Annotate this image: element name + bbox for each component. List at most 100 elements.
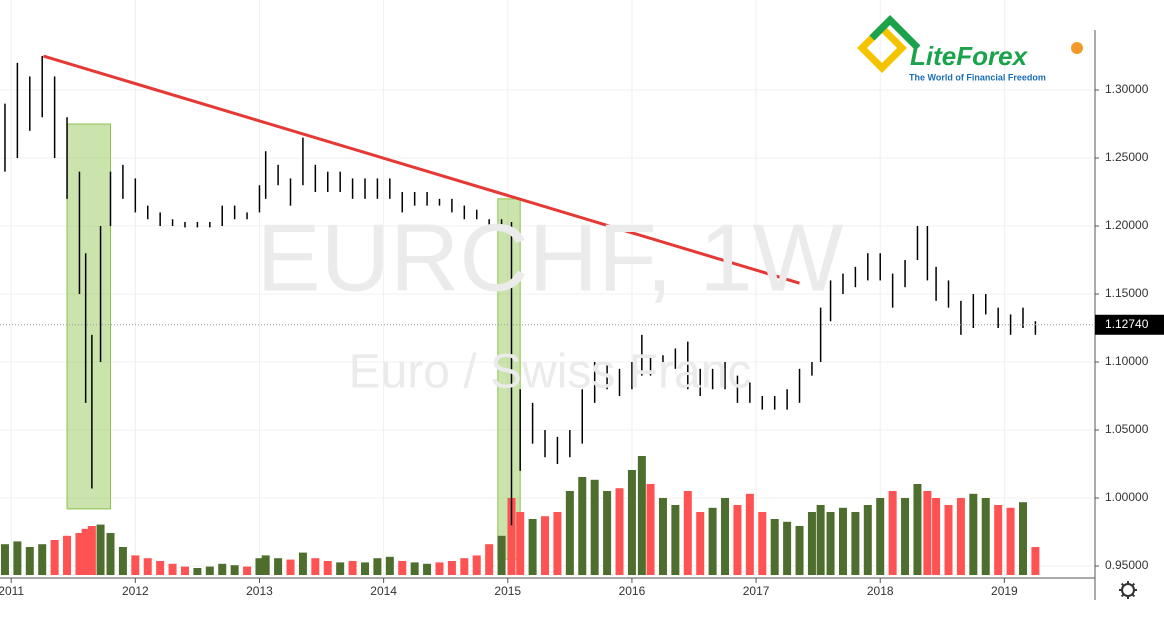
volume-bar: [863, 505, 872, 575]
volume-bar: [944, 505, 953, 575]
volume-bar: [981, 498, 990, 575]
logo-badge: [1071, 42, 1083, 54]
volume-bar: [447, 561, 456, 575]
volume-bar: [603, 491, 612, 575]
volume-bar: [696, 512, 705, 575]
volume-bar: [745, 493, 754, 575]
volume-bar: [615, 488, 624, 575]
settings-icon[interactable]: [1119, 581, 1137, 599]
volume-bar: [361, 562, 369, 575]
volume-bar: [25, 547, 34, 575]
volume-bar: [658, 498, 667, 575]
volume-bar: [932, 498, 941, 575]
volume-bar: [435, 562, 444, 575]
settings-icon[interactable]: [1121, 583, 1135, 597]
volume-bar: [106, 533, 115, 575]
volume-bar: [733, 505, 742, 575]
volume-bar: [38, 544, 47, 575]
volume-bar: [528, 519, 537, 575]
volume-bar: [826, 512, 835, 575]
volume-bar: [627, 470, 636, 575]
volume-bar: [1018, 502, 1027, 575]
volume-bar: [913, 484, 922, 575]
y-tick-label: 1.05000: [1105, 422, 1149, 436]
y-tick-label: 1.30000: [1105, 82, 1149, 96]
volume-bar: [286, 559, 295, 575]
volume-bar: [156, 561, 165, 575]
x-tick-label: 2014: [370, 584, 397, 598]
volume-bar: [81, 528, 90, 575]
x-tick-label: 2012: [122, 584, 149, 598]
volume-bar: [398, 561, 407, 575]
logo-mark: [857, 23, 907, 73]
volume-bar: [851, 512, 860, 575]
logo-mark: [869, 15, 921, 51]
volume-bar: [671, 505, 680, 575]
volume-bar: [131, 555, 140, 575]
volume-bar: [472, 555, 481, 575]
volume-bar: [816, 505, 825, 575]
volume-bar: [807, 512, 816, 575]
volume-bar: [96, 524, 105, 575]
x-tick-label: 2015: [494, 584, 521, 598]
volume-bar: [553, 512, 562, 575]
volume-bar: [637, 456, 646, 575]
watermark-subtitle: Euro / Swiss Franc: [349, 346, 752, 399]
volume-bar: [1031, 547, 1040, 575]
volume-bar: [336, 562, 345, 575]
volume-bar: [590, 479, 599, 575]
settings-icon[interactable]: [1119, 581, 1137, 599]
volume-bar: [721, 498, 730, 575]
volume-bar: [205, 566, 214, 575]
volume-bar: [274, 558, 283, 575]
volume-bar: [218, 563, 227, 575]
volume-bar: [507, 498, 516, 575]
volume-bar: [876, 498, 885, 575]
volume-bar: [423, 563, 432, 575]
y-tick-label: 0.95000: [1105, 558, 1149, 572]
x-tick-label: 2013: [246, 584, 273, 598]
volume-bar: [758, 512, 767, 575]
volume-bar: [795, 526, 804, 575]
volume-bar: [385, 556, 394, 575]
y-tick-label: 1.10000: [1105, 354, 1149, 368]
volume-bar: [901, 498, 910, 575]
volume-bar: [255, 558, 264, 575]
volume-bar: [460, 558, 469, 575]
y-tick-label: 1.15000: [1105, 286, 1149, 300]
volume-bar: [923, 491, 932, 575]
volume-bar: [87, 526, 96, 575]
volume-bar: [243, 566, 252, 575]
watermark-title: EURCHF, 1W: [257, 204, 844, 311]
volume-bar: [0, 544, 9, 575]
x-tick-label: 2016: [619, 584, 646, 598]
volume-bar: [193, 568, 202, 575]
volume-bar: [708, 507, 717, 575]
volume-bar: [783, 521, 792, 575]
volume-bar: [888, 491, 897, 575]
volume-bar: [969, 493, 978, 575]
volume-bar: [683, 491, 692, 575]
highlight-zone: [66, 123, 111, 510]
volume-bar: [485, 544, 494, 575]
volume-bar: [541, 516, 550, 575]
last-price-box: [1095, 314, 1164, 335]
volume-bar: [497, 535, 506, 575]
y-tick-label: 1.20000: [1105, 218, 1149, 232]
plot: [0, 0, 1095, 575]
volume-bar: [261, 555, 270, 575]
x-tick-label: 2017: [743, 584, 770, 598]
y-tick-label: 1.00000: [1105, 490, 1149, 504]
volume-bar: [578, 477, 587, 575]
volume-bar: [118, 547, 127, 575]
logo: LiteForex The World of Financial Freedom: [857, 15, 1083, 82]
volume-bar: [565, 491, 574, 575]
volume-bar: [230, 565, 239, 575]
volume-bar: [516, 512, 525, 575]
volume-bar: [13, 541, 22, 575]
volume-bar: [994, 505, 1003, 575]
volume-bar: [63, 535, 72, 575]
volume-bar: [646, 484, 655, 575]
x-tick-label: 2019: [991, 584, 1018, 598]
